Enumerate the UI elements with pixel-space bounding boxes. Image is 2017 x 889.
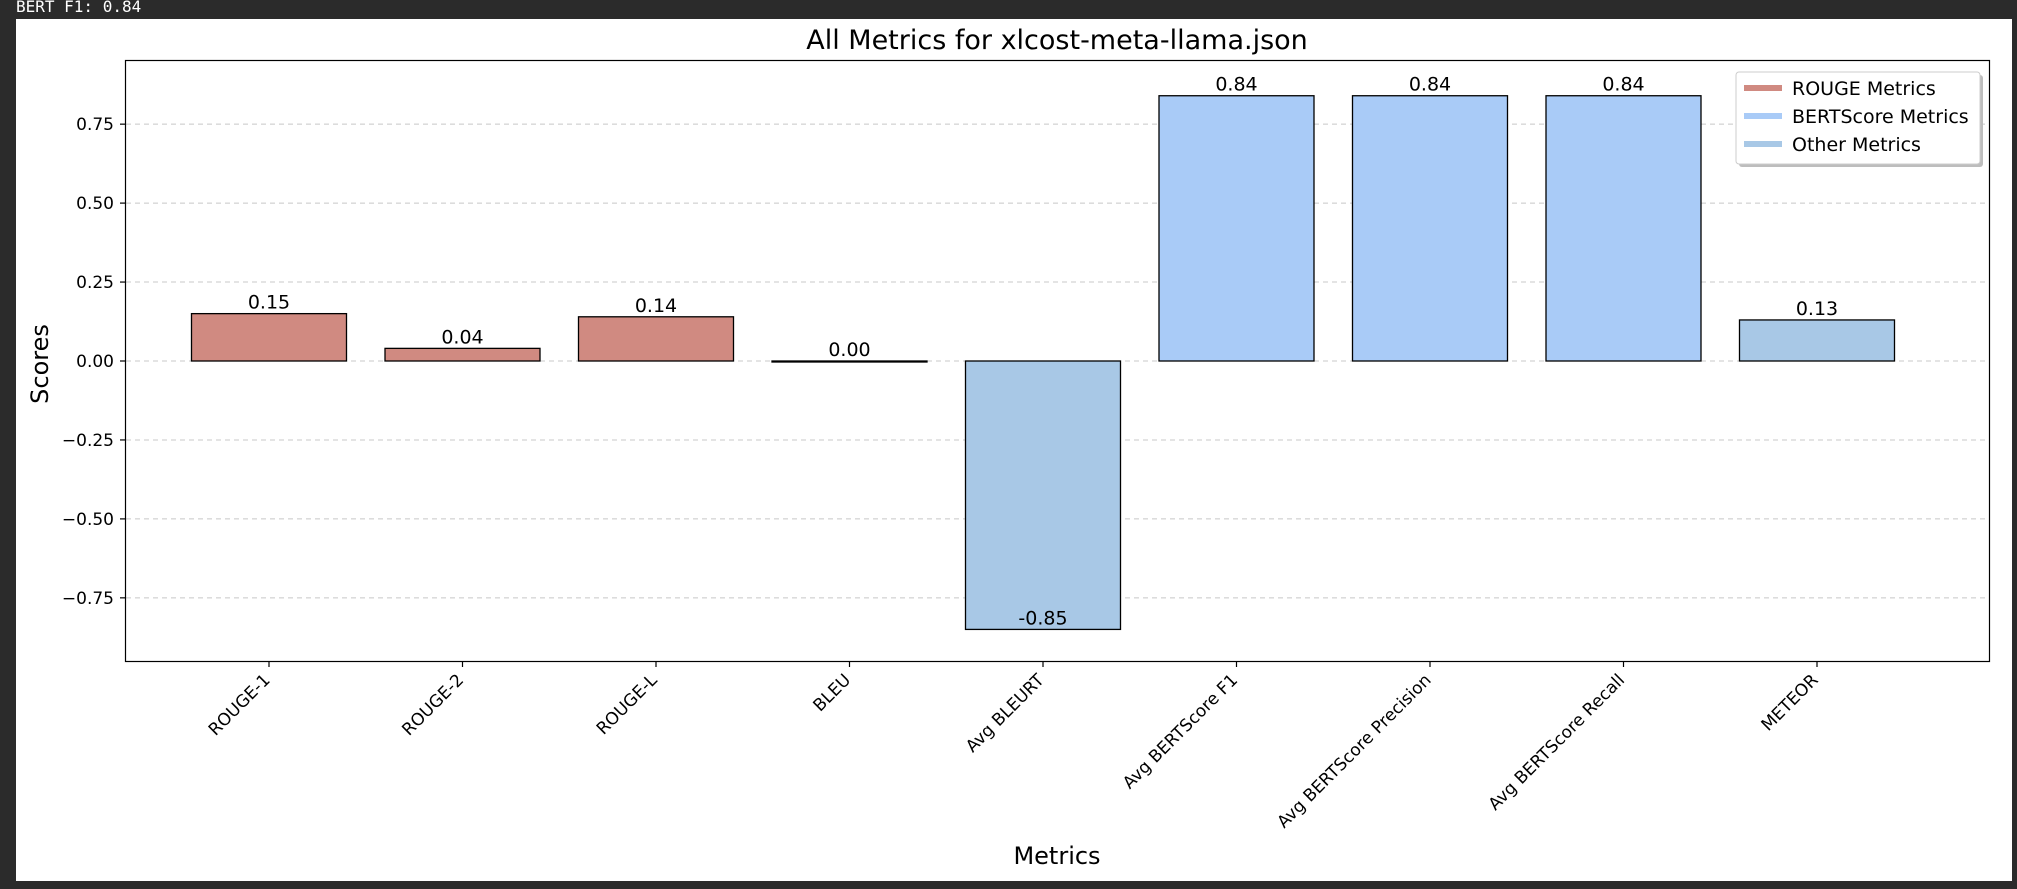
data-label: 0.14 — [635, 295, 677, 317]
data-label: 0.15 — [248, 292, 290, 314]
x-tick-label: Avg BERTScore F1 — [1119, 670, 1242, 793]
x-tick-label: Avg BERTScore Recall — [1485, 670, 1629, 814]
legend-box — [1735, 71, 1981, 165]
data-label: 0.84 — [1409, 74, 1451, 96]
status-text: BERT F1: 0.84 — [16, 0, 142, 16]
x-tick-label: BLEU — [810, 670, 855, 715]
bar — [384, 347, 541, 362]
bar — [1351, 95, 1509, 362]
y-axis-label: Scores — [26, 324, 54, 404]
bar — [771, 360, 928, 363]
chart-title: All Metrics for xlcost-meta-llama.json — [806, 25, 1308, 56]
y-tick-label: 0.00 — [76, 352, 114, 372]
plot-frame — [124, 59, 1991, 663]
data-label: 0.84 — [1602, 74, 1644, 96]
data-label: 0.00 — [828, 339, 870, 361]
x-tick-label: Avg BLEURT — [962, 670, 1049, 757]
y-tick-label: −0.50 — [62, 510, 114, 530]
x-tick-label: Avg BERTScore Precision — [1274, 670, 1436, 832]
bar-chart: All Metrics for xlcost-meta-llama.json 0… — [26, 25, 1991, 870]
figure-panel: All Metrics for xlcost-meta-llama.json 0… — [16, 19, 2012, 881]
legend: ROUGE Metrics BERTScore Metrics Other Metr… — [1735, 71, 1983, 167]
legend-label: BERTScore Metrics — [1792, 106, 1969, 128]
bar — [190, 312, 348, 362]
x-tick-label: ROUGE-L — [593, 670, 662, 739]
y-tick-label: 0.75 — [76, 115, 114, 135]
bar — [1158, 95, 1315, 362]
data-label: 0.13 — [1796, 298, 1838, 320]
y-tick-label: −0.25 — [62, 431, 114, 451]
x-axis-label: Metrics — [1013, 842, 1100, 870]
bar — [1738, 319, 1896, 362]
bar — [1545, 95, 1702, 362]
data-label: 0.84 — [1215, 74, 1257, 96]
y-tick-label: 0.50 — [76, 194, 114, 214]
bar — [964, 360, 1122, 631]
x-tick-label: METEOR — [1758, 670, 1823, 735]
x-tick-label: ROUGE-1 — [205, 670, 275, 740]
x-axis-ticks: ROUGE-1 ROUGE-2 ROUGE-L BLEU Avg BLEURT Avg B… — [205, 661, 1823, 832]
y-tick-label: 0.25 — [76, 273, 114, 293]
data-label: 0.04 — [441, 326, 483, 348]
legend-label: ROUGE Metrics — [1792, 78, 1936, 100]
bars: 0.15 0.04 0.14 0.00 -0.85 0.84 0.84 0.84 0.13 — [190, 74, 1896, 631]
legend-label: Other Metrics — [1792, 134, 1921, 156]
data-label: -0.85 — [1018, 607, 1067, 629]
y-tick-label: −0.75 — [62, 589, 114, 609]
x-tick-label: ROUGE-2 — [398, 670, 468, 740]
bar — [577, 316, 735, 362]
y-axis-ticks: −0.75 −0.50 −0.25 0.00 0.25 0.50 0.75 — [62, 115, 126, 609]
